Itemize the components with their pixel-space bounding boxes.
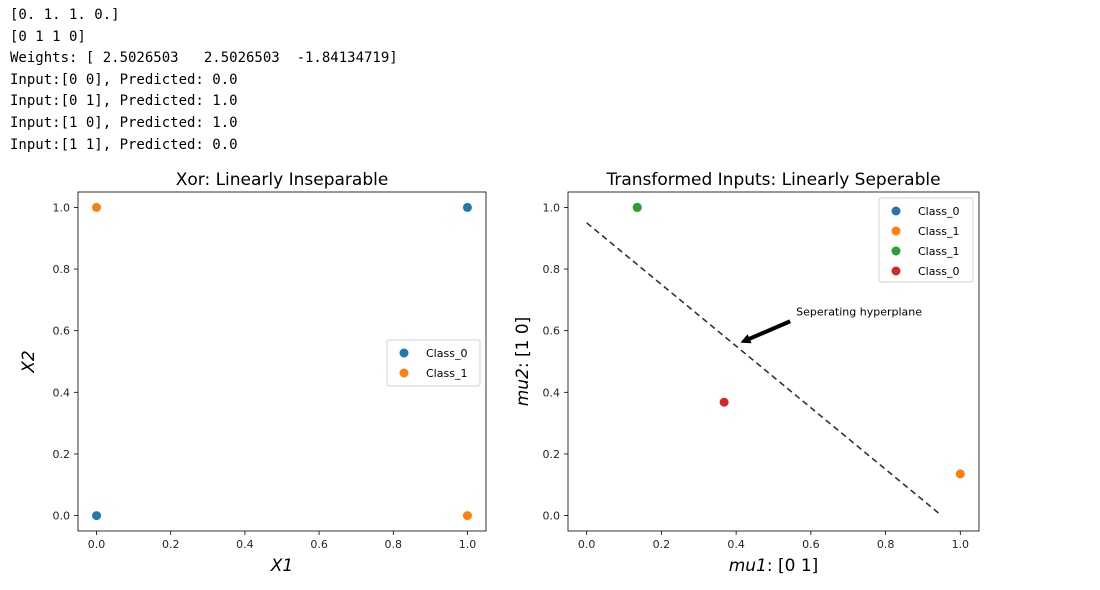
legend-box bbox=[878, 197, 974, 283]
legend-marker bbox=[891, 226, 901, 236]
x-tick-label: 0.4 bbox=[727, 538, 745, 551]
legend-label: Class_1 bbox=[918, 245, 959, 258]
legend-marker bbox=[891, 266, 901, 276]
data-point bbox=[462, 202, 472, 212]
axes-frame bbox=[567, 191, 980, 532]
x-tick-label: 1.0 bbox=[952, 538, 970, 551]
y-tick-label: 0.8 bbox=[53, 263, 71, 276]
x-tick-label: 0.8 bbox=[385, 538, 403, 551]
x-axis-label: mu1: [0 1] bbox=[729, 556, 819, 576]
x-tick-label: 0.6 bbox=[310, 538, 328, 551]
y-tick-label: 0.0 bbox=[53, 510, 71, 523]
annotation-arrow bbox=[740, 319, 791, 344]
x-tick-label: 0.2 bbox=[162, 538, 180, 551]
legend-label: Class_1 bbox=[426, 367, 467, 380]
x-tick-label: 0.0 bbox=[578, 538, 596, 551]
legend-marker bbox=[399, 368, 409, 378]
chart-transformed: 0.0 0.2 0.4 0.6 0.8 1.0 0.0 0.2 0.4 0.6 0.8 1.0 Tran… bbox=[513, 170, 980, 576]
chart-title: Xor: Linearly Inseparable bbox=[176, 170, 389, 190]
legend-marker bbox=[891, 246, 901, 256]
separating-line bbox=[586, 222, 943, 517]
console-line: Weights: [ 2.5026503 2.5026503 -1.841347… bbox=[10, 50, 398, 67]
legend-marker bbox=[891, 206, 901, 216]
x-axis-label: X1 bbox=[270, 556, 293, 576]
console-line: [0. 1. 1. 0.] bbox=[10, 7, 120, 23]
data-point bbox=[92, 511, 102, 521]
y-tick-label: 0.4 bbox=[543, 386, 561, 399]
x-tick-label: 0.2 bbox=[653, 538, 671, 551]
y-tick-label: 0.6 bbox=[53, 325, 71, 338]
y-tick-label: 0.8 bbox=[543, 263, 561, 276]
console-output: [0. 1. 1. 0.] [0 1 1 0] Weights: [ 2.502… bbox=[10, 5, 398, 156]
axes-frame bbox=[77, 191, 487, 532]
console-line: Input:[0 0], Predicted: 0.0 bbox=[10, 71, 238, 88]
data-point bbox=[92, 202, 102, 212]
legend-label: Class_0 bbox=[426, 347, 467, 360]
y-axis-label: X2 bbox=[19, 350, 39, 373]
x-tick-label: 1.0 bbox=[459, 538, 477, 551]
data-point bbox=[955, 469, 965, 479]
console-line: Input:[1 1], Predicted: 0.0 bbox=[10, 136, 238, 153]
legend-marker bbox=[399, 348, 409, 358]
x-tick-label: 0.8 bbox=[877, 538, 895, 551]
x-tick-label: 0.0 bbox=[88, 538, 106, 551]
legend-label: Class_1 bbox=[918, 225, 959, 238]
y-tick-label: 1.0 bbox=[543, 201, 561, 214]
y-tick-label: 0.2 bbox=[543, 448, 561, 461]
x-tick-label: 0.6 bbox=[802, 538, 820, 551]
annotation-text: Seperating hyperplane bbox=[796, 305, 922, 318]
y-tick-label: 0.4 bbox=[53, 386, 71, 399]
y-tick-label: 0.2 bbox=[53, 448, 71, 461]
console-line: Input:[0 1], Predicted: 1.0 bbox=[10, 93, 238, 110]
y-tick-label: 0.6 bbox=[543, 325, 561, 338]
console-line: [0 1 1 0] bbox=[10, 28, 86, 45]
legend-label: Class_0 bbox=[918, 205, 959, 218]
legend-label: Class_0 bbox=[918, 265, 959, 278]
data-point bbox=[632, 202, 642, 212]
chart-title: Transformed Inputs: Linearly Seperable bbox=[605, 170, 940, 190]
y-tick-label: 0.0 bbox=[543, 510, 561, 523]
chart-xor: 0.0 0.2 0.4 0.6 0.8 1.0 0.0 0.2 0.4 0.6 0.8 1.0 Xor:… bbox=[19, 170, 487, 576]
y-axis-label: mu2: [1 0] bbox=[513, 317, 533, 407]
console-line: Input:[1 0], Predicted: 1.0 bbox=[10, 114, 238, 131]
x-tick-label: 0.4 bbox=[236, 538, 254, 551]
data-point bbox=[719, 397, 729, 407]
legend-box bbox=[386, 339, 481, 387]
y-tick-label: 1.0 bbox=[53, 201, 71, 214]
data-point bbox=[462, 511, 472, 521]
